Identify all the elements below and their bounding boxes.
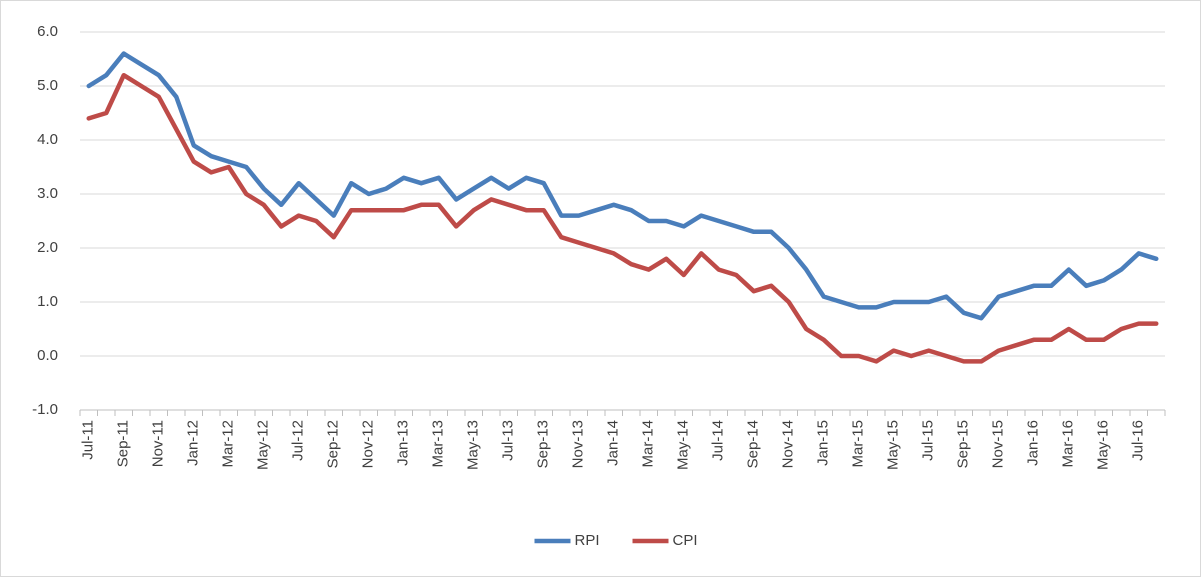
y-tick-label: -1.0	[32, 401, 58, 418]
y-tick-label: 3.0	[37, 185, 58, 202]
y-tick-label: 2.0	[37, 239, 58, 256]
legend-label: CPI	[673, 532, 698, 549]
x-tick-label: Mar-12	[220, 420, 237, 468]
x-tick-label: May-14	[675, 420, 692, 470]
y-tick-label: 1.0	[37, 293, 58, 310]
x-tick-label: Jan-16	[1025, 420, 1042, 466]
x-tick-label: Mar-15	[850, 420, 867, 468]
line-series	[86, 51, 1159, 321]
y-tick-label: 5.0	[37, 77, 58, 94]
x-tick-label: Jul-11	[80, 420, 97, 460]
y-tick-label: 6.0	[37, 23, 58, 40]
x-tick-label: Jan-15	[815, 420, 832, 466]
x-tick-label: May-16	[1095, 420, 1112, 470]
y-tick-label: 0.0	[37, 347, 58, 364]
x-tick-label: Nov-13	[570, 420, 587, 468]
x-tick-label: Sep-11	[115, 420, 132, 467]
x-tick-label: Jul-14	[710, 420, 727, 461]
x-tick-label: Jan-13	[395, 420, 412, 466]
x-tick-label: Jul-12	[290, 420, 307, 461]
x-tick-label: Jul-13	[500, 420, 517, 461]
x-tick-label: May-12	[255, 420, 272, 470]
x-tick-label: May-13	[465, 420, 482, 470]
line-series	[86, 72, 1159, 364]
x-tick-label: Nov-12	[360, 420, 377, 468]
x-tick-label: Jan-14	[605, 420, 622, 466]
x-tick-label: Nov-15	[990, 420, 1007, 468]
legend-label: RPI	[575, 532, 600, 549]
x-tick-label: Nov-11	[150, 420, 167, 467]
x-tick-label: Jan-12	[185, 420, 202, 466]
x-tick-label: Sep-15	[955, 420, 972, 468]
x-tick-label: Jul-15	[920, 420, 937, 461]
x-tick-label: Sep-12	[325, 420, 342, 468]
x-tick-label: Mar-13	[430, 420, 447, 468]
x-tick-label: Sep-13	[535, 420, 552, 468]
x-tick-label: Sep-14	[745, 420, 762, 468]
x-tick-label: Nov-14	[780, 420, 797, 468]
x-tick-label: May-15	[885, 420, 902, 470]
x-tick-label: Mar-16	[1060, 420, 1077, 468]
y-tick-label: 4.0	[37, 131, 58, 148]
x-tick-label: Mar-14	[640, 420, 657, 468]
x-tick-label: Jul-16	[1130, 420, 1147, 461]
